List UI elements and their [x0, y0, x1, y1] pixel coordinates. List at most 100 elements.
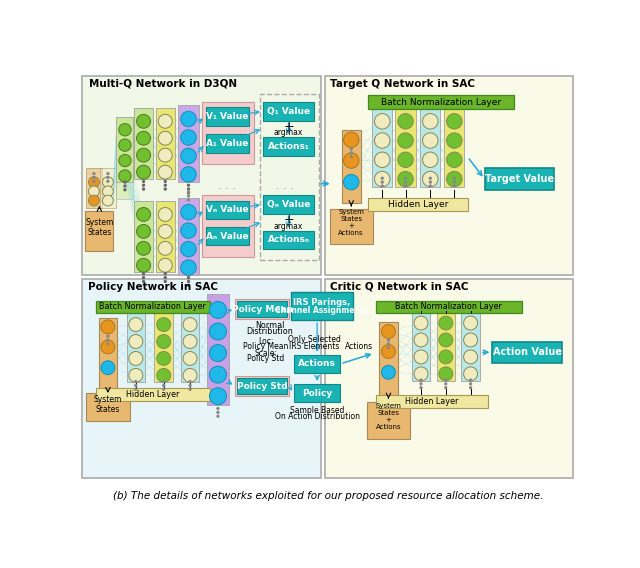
Bar — [379, 322, 397, 395]
Circle shape — [422, 133, 438, 148]
Circle shape — [107, 176, 109, 179]
Text: Hidden Layer: Hidden Layer — [388, 200, 448, 209]
Circle shape — [142, 188, 145, 190]
Circle shape — [414, 350, 428, 364]
Circle shape — [180, 148, 196, 164]
Text: Normal: Normal — [255, 321, 285, 330]
Bar — [420, 107, 440, 187]
Circle shape — [217, 411, 219, 414]
Circle shape — [209, 388, 227, 404]
Circle shape — [180, 130, 196, 145]
Circle shape — [124, 185, 126, 187]
Text: Qₙ Value: Qₙ Value — [267, 200, 310, 209]
Circle shape — [158, 131, 172, 145]
Bar — [202, 102, 253, 164]
Circle shape — [188, 284, 189, 286]
Circle shape — [420, 387, 422, 389]
Bar — [368, 95, 514, 109]
Text: IRS Elements: IRS Elements — [289, 341, 339, 350]
Bar — [461, 310, 480, 381]
Bar — [116, 118, 134, 182]
Circle shape — [107, 173, 109, 175]
Text: Multi-Q Network in D3QN: Multi-Q Network in D3QN — [90, 78, 237, 89]
Text: Batch Normalization Layer: Batch Normalization Layer — [99, 302, 206, 311]
Circle shape — [157, 352, 171, 365]
Circle shape — [134, 381, 137, 383]
Circle shape — [164, 273, 166, 275]
Circle shape — [429, 185, 431, 187]
Circle shape — [164, 180, 166, 182]
Circle shape — [158, 148, 172, 162]
Bar — [85, 211, 113, 250]
Circle shape — [102, 186, 113, 197]
Circle shape — [469, 383, 472, 385]
Text: IRS Parings,: IRS Parings, — [293, 298, 351, 307]
Circle shape — [217, 407, 219, 410]
Circle shape — [142, 280, 145, 283]
Circle shape — [157, 318, 171, 332]
Circle shape — [142, 277, 145, 279]
Bar — [263, 137, 314, 156]
Circle shape — [188, 195, 189, 197]
Circle shape — [381, 345, 396, 358]
Bar — [368, 198, 467, 211]
Circle shape — [397, 152, 413, 168]
Bar — [294, 384, 340, 402]
Circle shape — [189, 384, 191, 387]
Bar — [205, 107, 249, 126]
Bar — [492, 341, 562, 363]
Text: V₁ Value: V₁ Value — [206, 112, 248, 121]
Bar — [134, 202, 153, 272]
Text: Critic Q Network in SAC: Critic Q Network in SAC — [330, 282, 468, 292]
Circle shape — [374, 133, 390, 148]
Circle shape — [124, 181, 126, 183]
Text: +: + — [283, 214, 294, 227]
Bar — [95, 389, 210, 401]
Circle shape — [129, 335, 143, 348]
Bar — [294, 354, 340, 373]
Circle shape — [101, 320, 115, 334]
Text: . . .: . . . — [276, 181, 294, 191]
Circle shape — [445, 383, 447, 385]
Bar — [95, 300, 210, 313]
Circle shape — [142, 273, 145, 275]
Text: Q₁ Value: Q₁ Value — [267, 107, 310, 116]
Circle shape — [134, 388, 137, 390]
Circle shape — [163, 388, 165, 390]
Text: A₁ Value: A₁ Value — [206, 139, 248, 148]
Bar — [205, 227, 249, 245]
Bar — [202, 195, 253, 257]
Text: Policy Network in SAC: Policy Network in SAC — [88, 282, 218, 292]
Circle shape — [129, 352, 143, 365]
Circle shape — [180, 241, 196, 257]
Circle shape — [420, 379, 422, 381]
Text: Actions₁: Actions₁ — [268, 142, 309, 151]
Circle shape — [447, 172, 462, 187]
Text: Target Value: Target Value — [485, 174, 554, 184]
Circle shape — [188, 184, 189, 186]
Circle shape — [107, 335, 109, 337]
Circle shape — [88, 195, 99, 206]
Circle shape — [163, 381, 165, 383]
Circle shape — [101, 361, 115, 375]
Circle shape — [164, 188, 166, 190]
Circle shape — [119, 139, 131, 151]
Bar — [376, 300, 522, 313]
Bar — [86, 393, 129, 421]
Circle shape — [350, 152, 353, 154]
Bar — [134, 108, 153, 179]
Circle shape — [453, 181, 456, 183]
Circle shape — [397, 172, 413, 187]
Circle shape — [136, 207, 150, 222]
Circle shape — [183, 369, 197, 382]
Bar — [179, 198, 198, 275]
Circle shape — [157, 335, 171, 348]
Text: System
States: System States — [85, 218, 113, 237]
Circle shape — [404, 177, 406, 179]
Text: Batch Normalization Layer: Batch Normalization Layer — [381, 98, 501, 107]
Circle shape — [188, 277, 189, 279]
Circle shape — [158, 165, 172, 179]
Bar — [325, 76, 573, 274]
Bar — [484, 168, 554, 190]
Circle shape — [439, 333, 452, 347]
